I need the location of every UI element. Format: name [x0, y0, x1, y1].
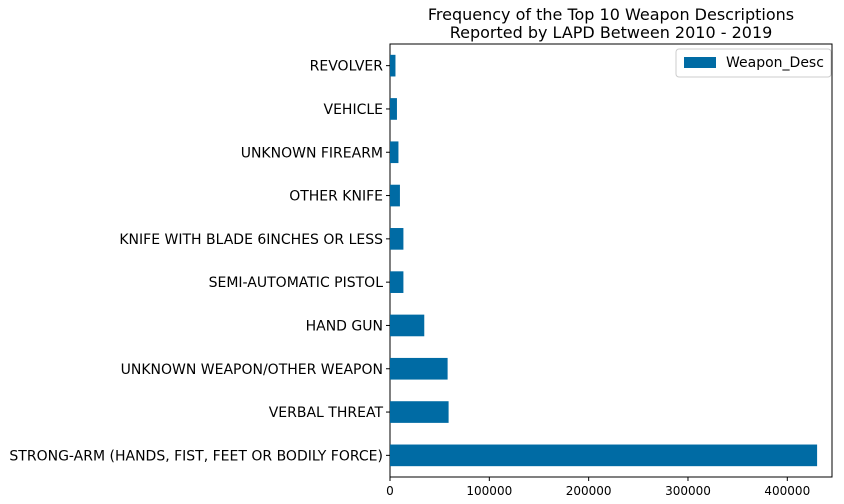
category-label: VEHICLE: [324, 102, 384, 118]
bar: [390, 314, 425, 337]
bar: [390, 98, 397, 120]
category-label: STRONG-ARM (HANDS, FIST, FEET OR BODILY …: [9, 448, 383, 464]
bar: [390, 271, 404, 293]
category-label: REVOLVER: [310, 59, 384, 75]
category-label: HAND GUN: [306, 318, 383, 334]
bar: [390, 444, 818, 467]
category-label: UNKNOWN FIREARM: [241, 145, 383, 161]
category-labels-group: STRONG-ARM (HANDS, FIST, FEET OR BODILY …: [9, 59, 390, 464]
bar: [390, 54, 396, 77]
x-ticks-group: 0 100000 200000 300000 400000: [386, 477, 810, 498]
x-tick-label: 200000: [566, 484, 612, 498]
category-label: VERBAL THREAT: [269, 405, 384, 421]
legend-swatch: [684, 57, 716, 68]
chart-title-line-2: Reported by LAPD Between 2010 - 2019: [450, 23, 773, 42]
x-tick-label: 300000: [665, 484, 711, 498]
legend: Weapon_Desc: [675, 48, 832, 78]
bar: [390, 228, 404, 250]
bar: [390, 184, 400, 207]
category-label: KNIFE WITH BLADE 6INCHES OR LESS: [119, 232, 383, 248]
x-tick-label: 100000: [466, 484, 512, 498]
chart-title-line-1: Frequency of the Top 10 Weapon Descripti…: [428, 5, 794, 24]
bar: [390, 357, 448, 380]
bars-group: [390, 54, 818, 467]
x-tick-label: 0: [386, 484, 394, 498]
legend-label: Weapon_Desc: [726, 55, 824, 71]
category-label: OTHER KNIFE: [289, 189, 383, 205]
bar: [390, 141, 399, 164]
x-tick-label: 400000: [764, 484, 810, 498]
category-label: UNKNOWN WEAPON/OTHER WEAPON: [121, 362, 383, 378]
plot-area-frame: [389, 43, 833, 478]
bar: [390, 401, 449, 423]
legend-frame: [675, 48, 832, 78]
category-label: SEMI-AUTOMATIC PISTOL: [209, 275, 384, 291]
